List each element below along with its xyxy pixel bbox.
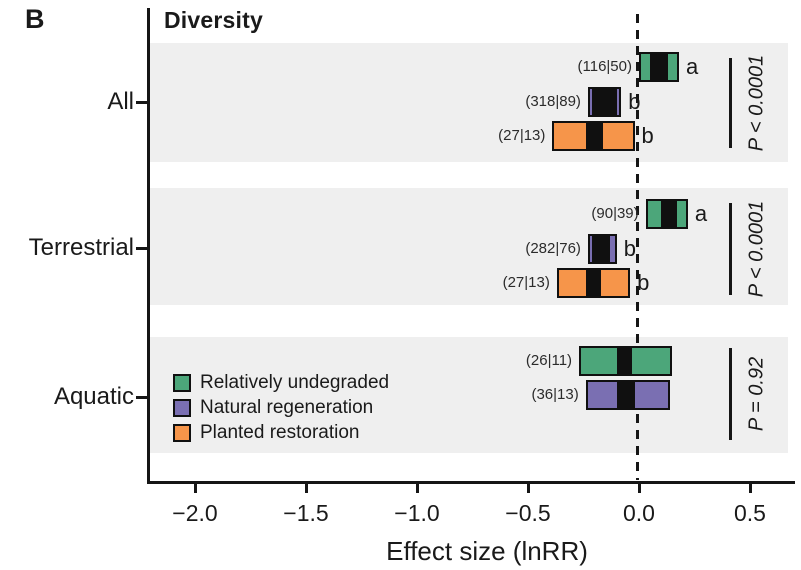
significance-letter: b: [641, 123, 654, 148]
x-tick: [416, 482, 419, 493]
legend-item-undegraded: Relatively undegraded: [173, 372, 390, 393]
ci-bar-undegraded: [639, 52, 679, 82]
panel-label: B: [25, 4, 45, 34]
ci-bar-planted-restoration: [552, 121, 635, 151]
legend-swatch-purple: [173, 399, 191, 417]
x-tick: [527, 482, 530, 493]
x-axis-label: Effect size (lnRR): [386, 536, 588, 566]
y-tick: [136, 247, 148, 250]
estimate-band: [592, 89, 617, 115]
x-tick-label: −2.0: [172, 500, 218, 526]
ci-bar-natural-regeneration: [587, 234, 617, 264]
group-band-all: [150, 43, 788, 162]
sample-size-label: (318|89): [525, 93, 581, 110]
ci-bar-planted-restoration: [556, 268, 631, 298]
legend-label: Relatively undegraded: [200, 372, 390, 393]
ci-bar-natural-regeneration: [585, 380, 671, 410]
sample-size-label: (36|13): [531, 386, 579, 403]
p-value-line: [729, 348, 732, 440]
sample-size-label: (90|39): [591, 205, 639, 222]
significance-letter: b: [628, 89, 641, 114]
p-value-label: P = 0.92: [745, 356, 768, 432]
y-axis-group-label: Terrestrial: [28, 234, 134, 261]
x-tick: [749, 482, 752, 493]
significance-letter: a: [694, 201, 708, 226]
sample-size-label: (27|13): [498, 127, 546, 144]
x-tick-label: 0.5: [734, 500, 766, 526]
estimate-band: [585, 270, 602, 296]
x-tick-label: −1.0: [394, 500, 440, 526]
p-value-label: P < 0.0001: [745, 200, 768, 298]
y-axis-group-label: Aquatic: [53, 383, 134, 410]
chart-title: Diversity: [164, 7, 263, 33]
significance-letter: b: [637, 270, 650, 295]
sample-size-label: (27|13): [502, 274, 550, 291]
zero-reference-line: [636, 14, 639, 480]
y-axis-spine: [147, 8, 150, 484]
group-band-aquatic: [150, 337, 788, 453]
estimate-band: [616, 348, 633, 374]
sample-size-label: (282|76): [525, 240, 581, 257]
estimate-band: [585, 123, 604, 149]
significance-letter: b: [623, 236, 637, 261]
estimate-band: [650, 54, 668, 80]
legend: Relatively undegraded Natural regenerati…: [173, 372, 390, 443]
x-tick-label: 0.0: [623, 500, 655, 526]
x-tick: [305, 482, 308, 493]
estimate-band: [661, 201, 677, 227]
legend-swatch-orange: [173, 424, 191, 442]
legend-swatch-green: [173, 374, 191, 392]
legend-label: Natural regeneration: [200, 397, 374, 418]
x-tick-label: −1.5: [283, 500, 329, 526]
sample-size-label: (26|11): [525, 352, 573, 369]
ci-bar-undegraded: [579, 346, 673, 376]
p-value-label: P < 0.0001: [745, 54, 768, 152]
x-tick: [194, 482, 197, 493]
legend-item-planted-restoration: Planted restoration: [173, 422, 389, 443]
p-value-line: [729, 58, 732, 148]
legend-label: Planted restoration: [200, 422, 360, 443]
ci-bar-undegraded: [645, 199, 688, 229]
estimate-band: [592, 236, 611, 262]
y-tick: [136, 101, 148, 104]
sample-size-label: (116|50): [577, 58, 633, 75]
x-tick: [638, 482, 641, 493]
p-value-line: [729, 203, 732, 295]
legend-item-natural-regeneration: Natural regeneration: [173, 397, 389, 418]
y-tick: [136, 396, 148, 399]
x-axis-spine: [147, 481, 795, 484]
significance-letter: a: [685, 54, 699, 79]
x-tick-label: −0.5: [505, 500, 551, 526]
ci-bar-natural-regeneration: [587, 87, 622, 117]
estimate-band: [616, 382, 635, 408]
y-axis-group-label: All: [107, 88, 134, 115]
